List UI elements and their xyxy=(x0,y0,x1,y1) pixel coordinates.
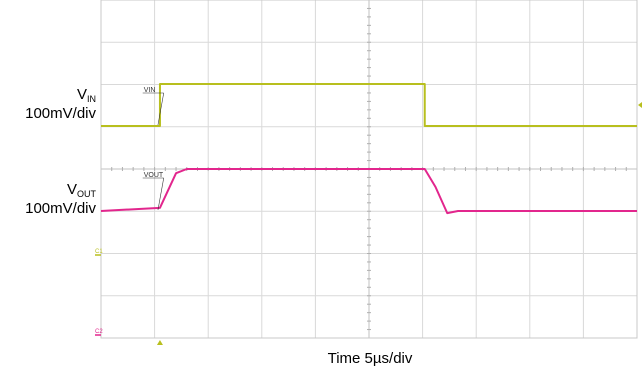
trace-tag-vout: VOUT xyxy=(144,172,164,179)
vout-axis-label: VOUT 100mV/div xyxy=(6,181,96,218)
trigger-position-marker xyxy=(156,340,163,345)
vin-scale: 100mV/div xyxy=(25,105,96,122)
vin-label-sub: IN xyxy=(87,94,96,104)
channel-marker-c2: C2 xyxy=(95,329,103,335)
trace-vin xyxy=(101,83,637,127)
channel-markers: C1 C2 xyxy=(95,102,642,345)
vout-label-main: V xyxy=(66,181,77,198)
trace-vout xyxy=(100,168,637,215)
trigger-level-marker xyxy=(638,102,642,108)
channel-marker-c1: C1 xyxy=(95,249,103,255)
traces: VIN VOUT xyxy=(100,83,637,215)
vout-label-sub: OUT xyxy=(77,189,96,199)
vout-scale: 100mV/div xyxy=(25,200,96,217)
vin-label-main: V xyxy=(76,86,87,103)
trace-tag-leader xyxy=(157,92,165,126)
trace-tag-vin: VIN xyxy=(144,87,156,94)
plot-frame xyxy=(100,0,638,339)
vin-axis-label: VIN 100mV/div xyxy=(6,86,96,123)
x-axis-label: Time 5µs/div xyxy=(327,350,413,367)
trace-tag-leader xyxy=(157,177,165,211)
